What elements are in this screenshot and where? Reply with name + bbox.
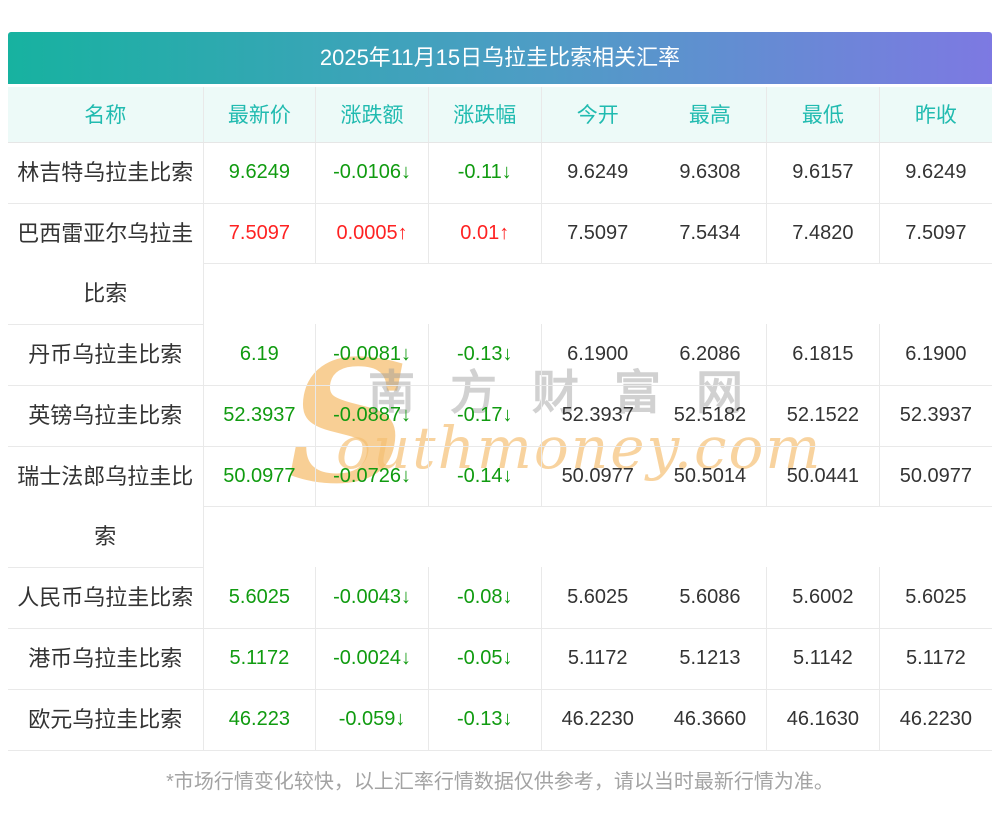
change-percent: -0.05↓ bbox=[428, 628, 542, 690]
currency-name: 欧元乌拉圭比索 bbox=[8, 689, 204, 751]
change-amount: 0.0005↑ bbox=[315, 203, 429, 264]
row-filler bbox=[203, 264, 992, 325]
change-percent: -0.13↓ bbox=[428, 324, 542, 386]
low-price: 5.6002 bbox=[766, 567, 880, 629]
latest-price: 5.1172 bbox=[203, 628, 317, 690]
low-price: 5.1142 bbox=[766, 628, 880, 690]
change-percent: -0.13↓ bbox=[428, 689, 542, 751]
column-header-name: 名称 bbox=[8, 87, 204, 143]
column-header-change: 涨跌额 bbox=[315, 87, 429, 143]
latest-price: 52.3937 bbox=[203, 385, 317, 447]
change-percent: -0.17↓ bbox=[428, 385, 542, 447]
change-percent: -0.14↓ bbox=[428, 446, 542, 507]
column-header-change-pct: 涨跌幅 bbox=[428, 87, 542, 143]
change-amount: -0.059↓ bbox=[315, 689, 429, 751]
prev-close-price: 46.2230 bbox=[879, 689, 992, 751]
prev-close-price: 9.6249 bbox=[879, 142, 992, 204]
table-row: 人民币乌拉圭比索 5.6025 -0.0043↓ -0.08↓ 5.6025 5… bbox=[8, 567, 992, 629]
high-price: 6.2086 bbox=[653, 324, 768, 386]
low-price: 50.0441 bbox=[766, 446, 880, 507]
table-row: 英镑乌拉圭比索 52.3937 -0.0887↓ -0.17↓ 52.3937 … bbox=[8, 385, 992, 447]
high-price: 5.1213 bbox=[653, 628, 768, 690]
prev-close-price: 5.6025 bbox=[879, 567, 992, 629]
open-price: 7.5097 bbox=[541, 203, 654, 264]
change-amount: -0.0043↓ bbox=[315, 567, 429, 629]
high-price: 5.6086 bbox=[653, 567, 768, 629]
table-body: 林吉特乌拉圭比索 9.6249 -0.0106↓ -0.11↓ 9.6249 9… bbox=[8, 142, 992, 751]
latest-price: 7.5097 bbox=[203, 203, 317, 264]
page-title: 2025年11月15日乌拉圭比索相关汇率 bbox=[8, 32, 992, 84]
table-row: 丹币乌拉圭比索 6.19 -0.0081↓ -0.13↓ 6.1900 6.20… bbox=[8, 324, 992, 386]
prev-close-price: 7.5097 bbox=[879, 203, 992, 264]
open-price: 5.6025 bbox=[541, 567, 654, 629]
open-price: 46.2230 bbox=[541, 689, 654, 751]
high-price: 52.5182 bbox=[653, 385, 768, 447]
change-amount: -0.0887↓ bbox=[315, 385, 429, 447]
prev-close-price: 50.0977 bbox=[879, 446, 992, 507]
low-price: 9.6157 bbox=[766, 142, 880, 204]
open-price: 9.6249 bbox=[541, 142, 654, 204]
column-header-low: 最低 bbox=[766, 87, 880, 143]
open-price: 52.3937 bbox=[541, 385, 654, 447]
high-price: 7.5434 bbox=[653, 203, 768, 264]
high-price: 50.5014 bbox=[653, 446, 768, 507]
low-price: 6.1815 bbox=[766, 324, 880, 386]
change-percent: -0.11↓ bbox=[428, 142, 542, 204]
currency-name: 丹币乌拉圭比索 bbox=[8, 324, 204, 386]
latest-price: 50.0977 bbox=[203, 446, 317, 507]
latest-price: 9.6249 bbox=[203, 142, 317, 204]
high-price: 46.3660 bbox=[653, 689, 768, 751]
row-filler bbox=[203, 507, 992, 568]
currency-name: 英镑乌拉圭比索 bbox=[8, 385, 204, 447]
column-header-prev-close: 昨收 bbox=[879, 87, 992, 143]
table-row: 港币乌拉圭比索 5.1172 -0.0024↓ -0.05↓ 5.1172 5.… bbox=[8, 628, 992, 690]
change-amount: -0.0024↓ bbox=[315, 628, 429, 690]
change-percent: -0.08↓ bbox=[428, 567, 542, 629]
open-price: 6.1900 bbox=[541, 324, 654, 386]
header-row: 名称 最新价 涨跌额 涨跌幅 今开 最高 最低 昨收 bbox=[8, 87, 992, 143]
open-price: 50.0977 bbox=[541, 446, 654, 507]
table-row: 巴西雷亚尔乌拉圭 比索 7.5097 0.0005↑ 0.01↑ 7.5097 … bbox=[8, 203, 992, 325]
latest-price: 46.223 bbox=[203, 689, 317, 751]
latest-price: 5.6025 bbox=[203, 567, 317, 629]
table-row: 瑞士法郎乌拉圭比 索 50.0977 -0.0726↓ -0.14↓ 50.09… bbox=[8, 446, 992, 568]
prev-close-price: 5.1172 bbox=[879, 628, 992, 690]
table-row: 林吉特乌拉圭比索 9.6249 -0.0106↓ -0.11↓ 9.6249 9… bbox=[8, 142, 992, 204]
column-header-high: 最高 bbox=[653, 87, 768, 143]
currency-name: 林吉特乌拉圭比索 bbox=[8, 142, 204, 204]
currency-name: 巴西雷亚尔乌拉圭 比索 bbox=[8, 203, 204, 325]
prev-close-price: 6.1900 bbox=[879, 324, 992, 386]
currency-name: 瑞士法郎乌拉圭比 索 bbox=[8, 446, 204, 568]
change-amount: -0.0106↓ bbox=[315, 142, 429, 204]
change-amount: -0.0726↓ bbox=[315, 446, 429, 507]
low-price: 7.4820 bbox=[766, 203, 880, 264]
currency-name: 人民币乌拉圭比索 bbox=[8, 567, 204, 629]
change-amount: -0.0081↓ bbox=[315, 324, 429, 386]
disclaimer-text: *市场行情变化较快，以上汇率行情数据仅供参考，请以当时最新行情为准。 bbox=[166, 771, 834, 793]
table-row: 欧元乌拉圭比索 46.223 -0.059↓ -0.13↓ 46.2230 46… bbox=[8, 689, 992, 751]
column-header-open: 今开 bbox=[541, 87, 654, 143]
high-price: 9.6308 bbox=[653, 142, 768, 204]
table-header: 名称 最新价 涨跌额 涨跌幅 今开 最高 最低 昨收 bbox=[8, 87, 992, 143]
low-price: 52.1522 bbox=[766, 385, 880, 447]
open-price: 5.1172 bbox=[541, 628, 654, 690]
low-price: 46.1630 bbox=[766, 689, 880, 751]
column-header-latest: 最新价 bbox=[203, 87, 317, 143]
prev-close-price: 52.3937 bbox=[879, 385, 992, 447]
exchange-rate-table: 名称 最新价 涨跌额 涨跌幅 今开 最高 最低 昨收 林吉特乌拉圭比索 9.62… bbox=[8, 87, 992, 751]
latest-price: 6.19 bbox=[203, 324, 317, 386]
currency-name: 港币乌拉圭比索 bbox=[8, 628, 204, 690]
change-percent: 0.01↑ bbox=[428, 203, 542, 264]
